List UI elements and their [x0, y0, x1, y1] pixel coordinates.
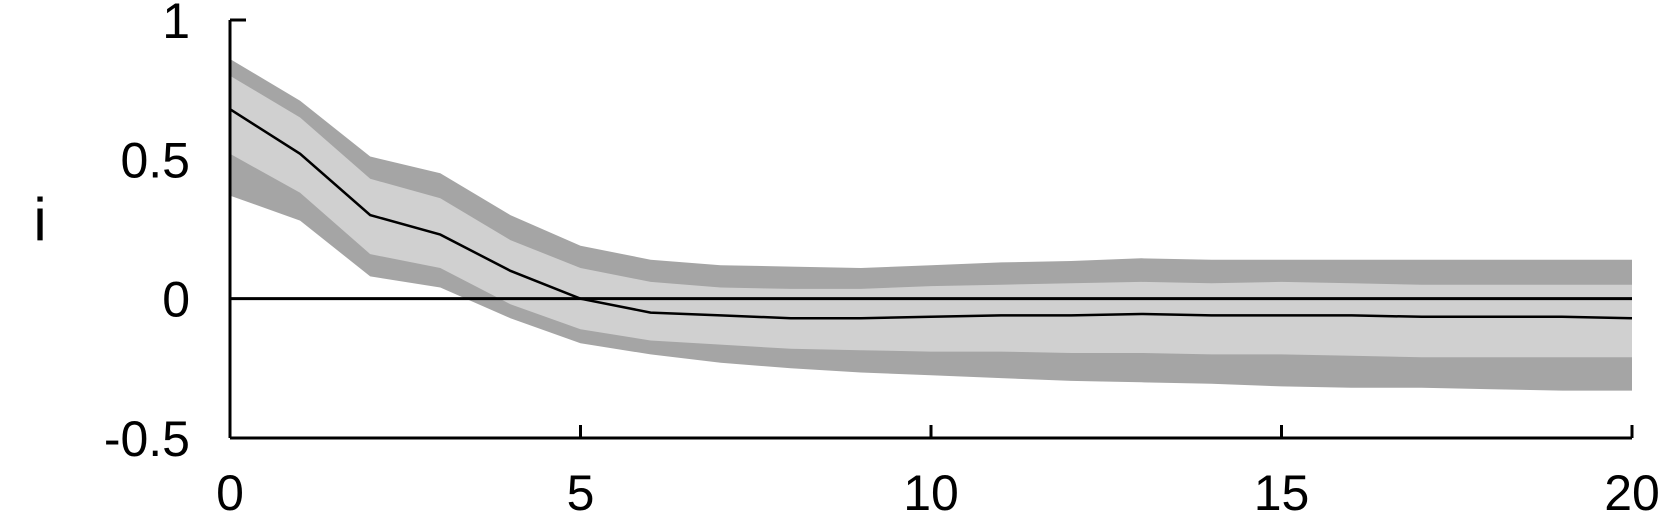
x-tick-label-15: 15 — [1254, 465, 1310, 521]
y-tick-label-3: -0.5 — [104, 411, 190, 467]
y-axis-label: i — [33, 186, 46, 253]
y-tick-label-0: 1 — [162, 0, 190, 49]
y-tick-label-2: 0 — [162, 272, 190, 328]
x-tick-label-5: 5 — [567, 465, 595, 521]
median-response-line — [229, 108, 1633, 320]
inner-confidence-band — [230, 75, 1632, 358]
x-tick-label-0: 0 — [216, 465, 244, 521]
chart-lines — [229, 108, 1633, 320]
x-tick-label-10: 10 — [903, 465, 959, 521]
chart-axes — [228, 18, 1634, 440]
y-tick-label-1: 0.5 — [120, 132, 190, 188]
x-tick-label-20: 20 — [1604, 465, 1660, 521]
tick-labels: 0 5 10 15 20 1 0.5 0 -0.5 — [104, 0, 1660, 521]
confidence-bands — [230, 59, 1632, 391]
